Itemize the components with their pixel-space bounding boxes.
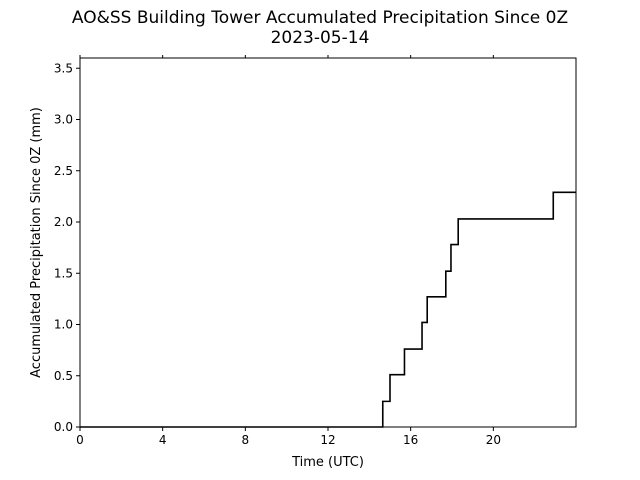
y-axis-label: Accumulated Precipitation Since 0Z (mm) (29, 107, 44, 378)
x-tick-label: 8 (242, 433, 250, 447)
x-tick-label: 4 (159, 433, 167, 447)
x-axis-ticks: 0 4 8 12 16 20 (76, 55, 501, 447)
x-tick-label: 12 (320, 433, 335, 447)
chart-subtitle: 2023-05-14 (270, 28, 370, 48)
series-line (80, 191, 576, 428)
y-tick-label: 1.5 (54, 266, 73, 280)
x-tick-label: 0 (76, 433, 84, 447)
y-axis-ticks: 0.0 0.5 1.0 1.5 2.0 2.5 3.0 3.5 (54, 61, 80, 434)
chart-title: AO&SS Building Tower Accumulated Precipi… (71, 8, 569, 28)
y-tick-label: 0.0 (54, 420, 73, 434)
y-tick-label: 3.5 (54, 61, 73, 75)
y-tick-label: 2.0 (54, 215, 73, 229)
x-axis-label: Time (UTC) (291, 455, 364, 470)
y-tick-label: 2.5 (54, 164, 73, 178)
y-tick-label: 0.5 (54, 369, 73, 383)
y-tick-label: 3.0 (54, 113, 73, 127)
y-tick-label: 1.0 (54, 318, 73, 332)
x-tick-label: 16 (403, 433, 418, 447)
axes-frame (79, 57, 577, 428)
x-tick-label: 20 (486, 433, 501, 447)
